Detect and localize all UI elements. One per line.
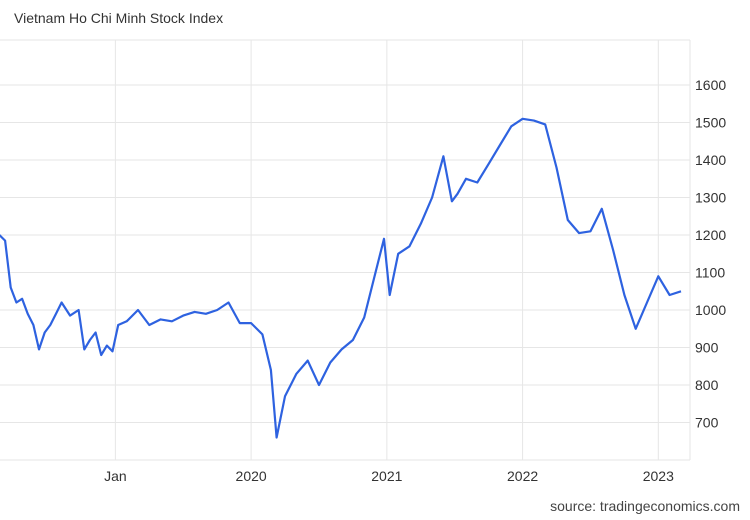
y-tick-label: 1000 xyxy=(695,302,726,318)
index-line xyxy=(0,117,682,439)
y-axis-labels: 700 800 900 1000 1100 1200 1300 1400 1500 1600 xyxy=(695,77,726,431)
x-tick-label: 2020 xyxy=(236,468,267,484)
y-tick-label: 1200 xyxy=(695,227,726,243)
y-tick-label: 900 xyxy=(695,340,719,356)
y-tick-label: 800 xyxy=(695,377,719,393)
y-tick-label: 1600 xyxy=(695,77,726,93)
chart-source: source: tradingeconomics.com xyxy=(550,498,740,514)
chart-title: Vietnam Ho Chi Minh Stock Index xyxy=(14,10,224,26)
x-tick-label: 2021 xyxy=(371,468,402,484)
y-tick-label: 1400 xyxy=(695,152,726,168)
y-gridlines xyxy=(0,39,691,461)
y-tick-label: 1100 xyxy=(695,265,725,281)
x-tick-label: Jan xyxy=(104,468,127,484)
x-axis-labels: Jan 2020 2021 2022 2023 xyxy=(104,468,674,484)
x-gridlines xyxy=(114,40,659,460)
y-tick-label: 700 xyxy=(695,415,719,431)
x-tick-label: 2023 xyxy=(643,468,674,484)
y-tick-label: 1500 xyxy=(695,115,726,131)
x-tick-label: 2022 xyxy=(507,468,538,484)
y-tick-label: 1300 xyxy=(695,190,726,206)
